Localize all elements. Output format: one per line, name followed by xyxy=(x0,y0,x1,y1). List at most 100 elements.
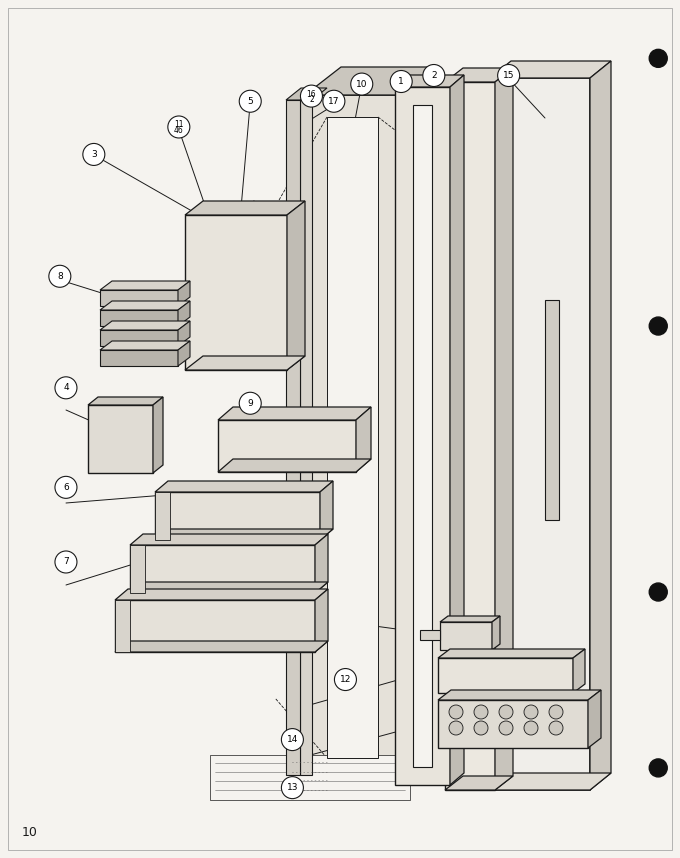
Polygon shape xyxy=(305,95,400,780)
Polygon shape xyxy=(185,356,305,370)
Circle shape xyxy=(239,90,261,112)
Polygon shape xyxy=(155,529,333,540)
Polygon shape xyxy=(100,350,178,366)
Polygon shape xyxy=(395,87,450,785)
Polygon shape xyxy=(438,690,601,700)
Text: 15: 15 xyxy=(503,71,514,80)
Text: 5: 5 xyxy=(248,97,253,106)
Text: - - - - - - - - - -: - - - - - - - - - - xyxy=(292,778,328,783)
Text: 13: 13 xyxy=(287,783,298,792)
Text: 6: 6 xyxy=(63,483,69,492)
Circle shape xyxy=(335,668,356,691)
Polygon shape xyxy=(438,649,585,658)
Circle shape xyxy=(549,705,563,719)
Circle shape xyxy=(649,50,667,67)
Polygon shape xyxy=(178,341,190,366)
Polygon shape xyxy=(115,589,328,600)
Text: 2: 2 xyxy=(309,95,313,104)
Circle shape xyxy=(474,705,488,719)
Circle shape xyxy=(449,705,463,719)
Circle shape xyxy=(282,728,303,751)
Circle shape xyxy=(649,583,667,601)
Circle shape xyxy=(55,551,77,573)
Polygon shape xyxy=(490,78,590,790)
Polygon shape xyxy=(130,534,328,545)
Circle shape xyxy=(323,90,345,112)
Polygon shape xyxy=(153,397,163,473)
Text: 10: 10 xyxy=(22,826,38,839)
Circle shape xyxy=(83,143,105,166)
Polygon shape xyxy=(490,61,611,78)
Circle shape xyxy=(499,721,513,735)
Polygon shape xyxy=(445,82,495,790)
Circle shape xyxy=(390,70,412,93)
Polygon shape xyxy=(100,321,190,330)
Text: - - - - - - - - - -: - - - - - - - - - - xyxy=(292,770,328,775)
Text: - - - - - - - - - -: - - - - - - - - - - xyxy=(292,760,328,765)
Polygon shape xyxy=(315,534,328,593)
Circle shape xyxy=(301,85,322,107)
Bar xyxy=(210,755,410,800)
Text: 17: 17 xyxy=(328,97,339,106)
Text: 16: 16 xyxy=(307,89,316,99)
Circle shape xyxy=(524,721,538,735)
Circle shape xyxy=(649,759,667,776)
Polygon shape xyxy=(178,321,190,346)
Circle shape xyxy=(55,377,77,399)
Polygon shape xyxy=(356,407,371,472)
Polygon shape xyxy=(413,105,432,767)
Polygon shape xyxy=(440,616,500,622)
Polygon shape xyxy=(438,700,588,748)
Circle shape xyxy=(499,705,513,719)
Polygon shape xyxy=(395,75,464,87)
Text: 9: 9 xyxy=(248,399,253,408)
Polygon shape xyxy=(185,201,305,215)
Polygon shape xyxy=(155,481,333,492)
Circle shape xyxy=(474,721,488,735)
Text: 46: 46 xyxy=(174,126,184,135)
Polygon shape xyxy=(185,215,287,370)
Polygon shape xyxy=(100,310,178,326)
Polygon shape xyxy=(573,649,585,693)
Polygon shape xyxy=(327,117,378,758)
Polygon shape xyxy=(445,68,513,82)
Polygon shape xyxy=(115,641,328,652)
Bar xyxy=(545,300,559,520)
Polygon shape xyxy=(490,773,611,790)
Polygon shape xyxy=(155,492,320,540)
Polygon shape xyxy=(492,616,500,650)
Polygon shape xyxy=(100,301,190,310)
Polygon shape xyxy=(400,67,436,780)
Text: 12: 12 xyxy=(340,675,351,684)
Text: - - - - - - - - - -: - - - - - - - - - - xyxy=(292,788,328,793)
Polygon shape xyxy=(218,420,356,472)
Circle shape xyxy=(55,476,77,498)
Text: 3: 3 xyxy=(91,150,97,159)
Polygon shape xyxy=(115,600,130,652)
Polygon shape xyxy=(88,397,163,405)
Text: 11: 11 xyxy=(174,120,184,130)
Polygon shape xyxy=(420,630,440,640)
Circle shape xyxy=(168,116,190,138)
Polygon shape xyxy=(155,492,170,540)
Polygon shape xyxy=(178,301,190,326)
Text: 14: 14 xyxy=(287,735,298,744)
Polygon shape xyxy=(440,622,492,650)
Text: 7: 7 xyxy=(63,558,69,566)
Circle shape xyxy=(282,776,303,799)
Polygon shape xyxy=(495,68,513,790)
Circle shape xyxy=(549,721,563,735)
Polygon shape xyxy=(100,290,178,306)
Polygon shape xyxy=(300,88,327,100)
Text: 4: 4 xyxy=(63,384,69,392)
Polygon shape xyxy=(286,88,315,100)
Polygon shape xyxy=(445,776,513,790)
Polygon shape xyxy=(315,589,328,652)
Circle shape xyxy=(423,64,445,87)
Polygon shape xyxy=(218,459,371,472)
Polygon shape xyxy=(100,330,178,346)
Polygon shape xyxy=(438,658,573,693)
Polygon shape xyxy=(130,545,315,593)
Text: 2: 2 xyxy=(431,71,437,80)
Polygon shape xyxy=(590,61,611,790)
